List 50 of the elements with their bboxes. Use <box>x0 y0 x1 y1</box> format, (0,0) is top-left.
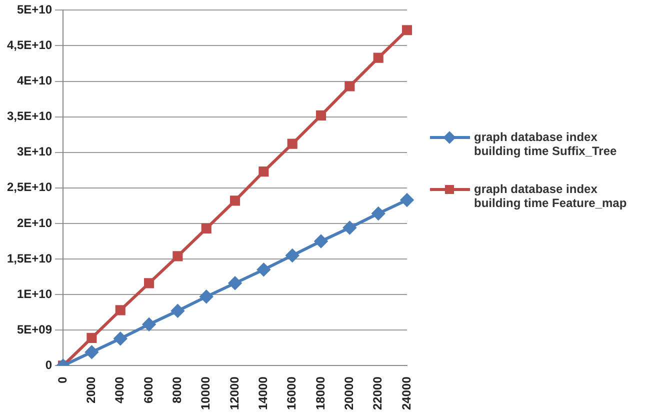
point <box>85 346 98 359</box>
point <box>258 166 269 177</box>
point <box>372 207 385 220</box>
y-tick-label: 4E+10 <box>16 74 52 88</box>
point <box>172 251 183 262</box>
y-tick-label: 5E+09 <box>16 322 52 336</box>
point <box>286 248 299 262</box>
point <box>343 221 356 234</box>
y-tick-label: 4,5E+10 <box>6 38 52 52</box>
y-tick-label: 2,5E+10 <box>6 180 52 194</box>
point <box>171 304 184 318</box>
x-tick-label: 10000 <box>198 376 213 410</box>
y-tick-label: 2E+10 <box>16 216 52 230</box>
y-tick-label: 3E+10 <box>16 144 52 159</box>
x-tick-label: 16000 <box>284 376 299 410</box>
x-tick-label: 22000 <box>370 376 385 410</box>
point <box>287 138 298 149</box>
point <box>86 332 97 343</box>
x-tick-label: 4000 <box>112 376 127 404</box>
point <box>316 110 326 120</box>
point <box>373 52 384 63</box>
point <box>144 278 154 288</box>
point <box>344 81 355 92</box>
point <box>228 276 242 290</box>
y-tick-label: 5E+10 <box>16 2 52 17</box>
point <box>314 234 328 248</box>
y-tick-label: 0 <box>45 358 52 372</box>
point <box>114 332 127 346</box>
x-tick-label: 12000 <box>227 376 242 410</box>
x-tick-label: 0 <box>55 376 70 384</box>
point <box>200 290 213 304</box>
y-tick-label: 1E+10 <box>16 286 52 301</box>
x-tick-label: 18000 <box>313 376 328 410</box>
x-tick-label: 2000 <box>84 376 98 404</box>
point <box>142 318 156 331</box>
legend-label: graph database index building time Suffix_Tree <box>474 130 618 158</box>
x-tick-label: 24000 <box>399 376 414 410</box>
point <box>201 223 212 234</box>
point <box>400 194 414 206</box>
point <box>115 305 126 316</box>
x-tick-label: 14000 <box>256 376 270 410</box>
x-tick-label: 8000 <box>170 376 184 404</box>
x-tick-label: 20000 <box>342 376 356 410</box>
x-tick-label: 6000 <box>141 376 156 404</box>
point <box>230 196 240 206</box>
point <box>402 25 412 36</box>
legend-label: graph database index building time Feature_map <box>474 182 628 210</box>
point <box>257 263 270 276</box>
y-tick-label: 1,5E+10 <box>6 251 52 266</box>
y-tick-label: 3,5E+10 <box>6 109 52 124</box>
